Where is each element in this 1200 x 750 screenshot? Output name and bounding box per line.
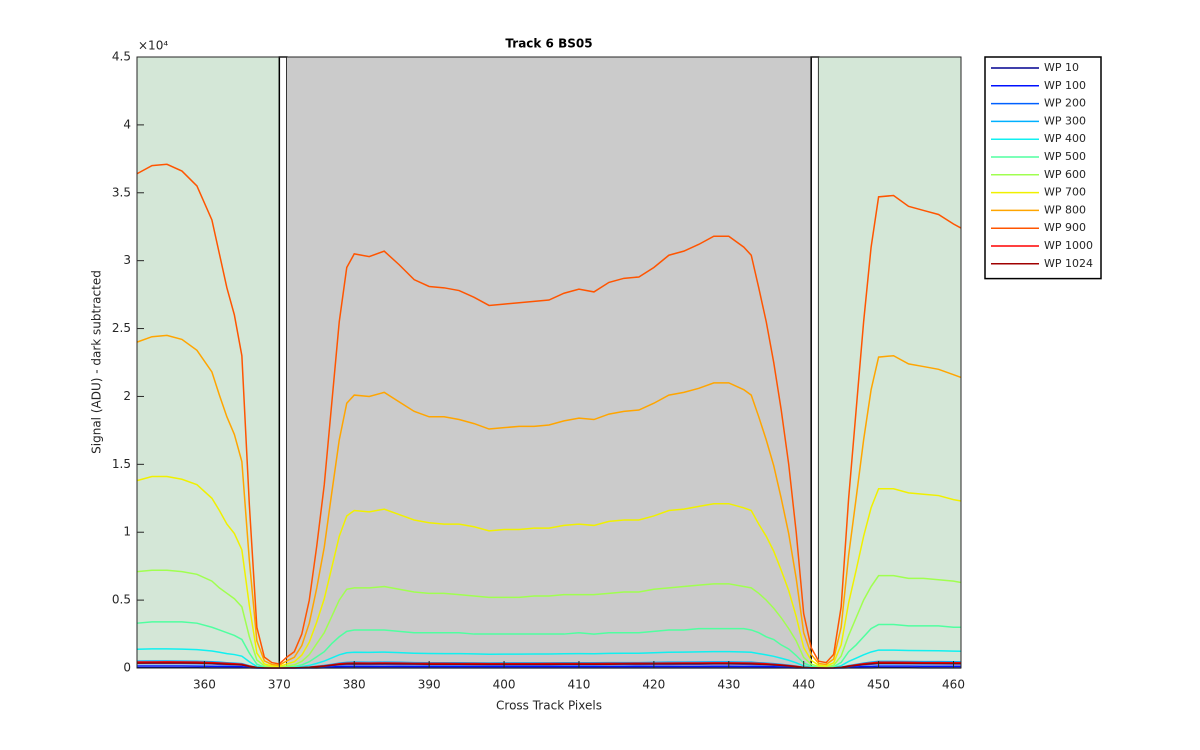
y-tick-label: 1.5: [112, 457, 131, 471]
y-axis-label: Signal (ADU) - dark subtracted: [90, 270, 104, 454]
region: [278, 56, 288, 669]
x-tick-label: 460: [942, 678, 965, 692]
x-tick-label: 390: [418, 678, 441, 692]
y-tick-label: 3.5: [112, 185, 131, 199]
legend-label: WP 400: [1044, 132, 1086, 145]
y-exponent: ×10⁴: [138, 39, 168, 53]
data-line: [136, 569, 962, 668]
y-tick-label: 3: [123, 253, 131, 267]
x-tick-label: 450: [867, 678, 890, 692]
legend-label: WP 700: [1044, 186, 1086, 199]
y-tick-label: 0: [123, 661, 131, 675]
region: [810, 56, 820, 669]
axes-box: [136, 56, 962, 669]
chart-title: Track 6 BS05: [505, 37, 592, 51]
legend-label: WP 100: [1044, 79, 1086, 92]
y-tick-label: 4: [123, 117, 131, 131]
x-tick-label: 380: [343, 678, 366, 692]
y-tick-label: 2: [123, 389, 131, 403]
legend-label: WP 1024: [1044, 257, 1093, 270]
x-tick-label: 400: [493, 678, 516, 692]
legend-label: WP 900: [1044, 221, 1086, 234]
region: [286, 57, 812, 668]
y-tick-label: 4.5: [112, 50, 131, 64]
legend-label: WP 10: [1044, 61, 1079, 74]
legend-label: WP 1000: [1044, 239, 1093, 252]
x-tick-label: 410: [568, 678, 591, 692]
legend-label: WP 200: [1044, 97, 1086, 110]
x-tick-label: 420: [642, 678, 665, 692]
legend-label: WP 300: [1044, 114, 1086, 127]
x-tick-label: 370: [268, 678, 291, 692]
x-tick-label: 360: [193, 678, 216, 692]
legend-label: WP 500: [1044, 150, 1086, 163]
legend-label: WP 800: [1044, 203, 1086, 216]
x-axis-label: Cross Track Pixels: [496, 699, 602, 713]
y-tick-label: 1: [123, 525, 131, 539]
region: [137, 57, 280, 668]
x-tick-label: 430: [717, 678, 740, 692]
data-line: [136, 475, 962, 668]
data-line: [136, 163, 962, 665]
region: [818, 57, 961, 668]
x-tick-label: 440: [792, 678, 815, 692]
legend-label: WP 600: [1044, 168, 1086, 181]
y-tick-label: 2.5: [112, 321, 131, 335]
data-line: [136, 334, 962, 667]
y-tick-label: 0.5: [112, 593, 131, 607]
legend-box: [984, 56, 1102, 280]
